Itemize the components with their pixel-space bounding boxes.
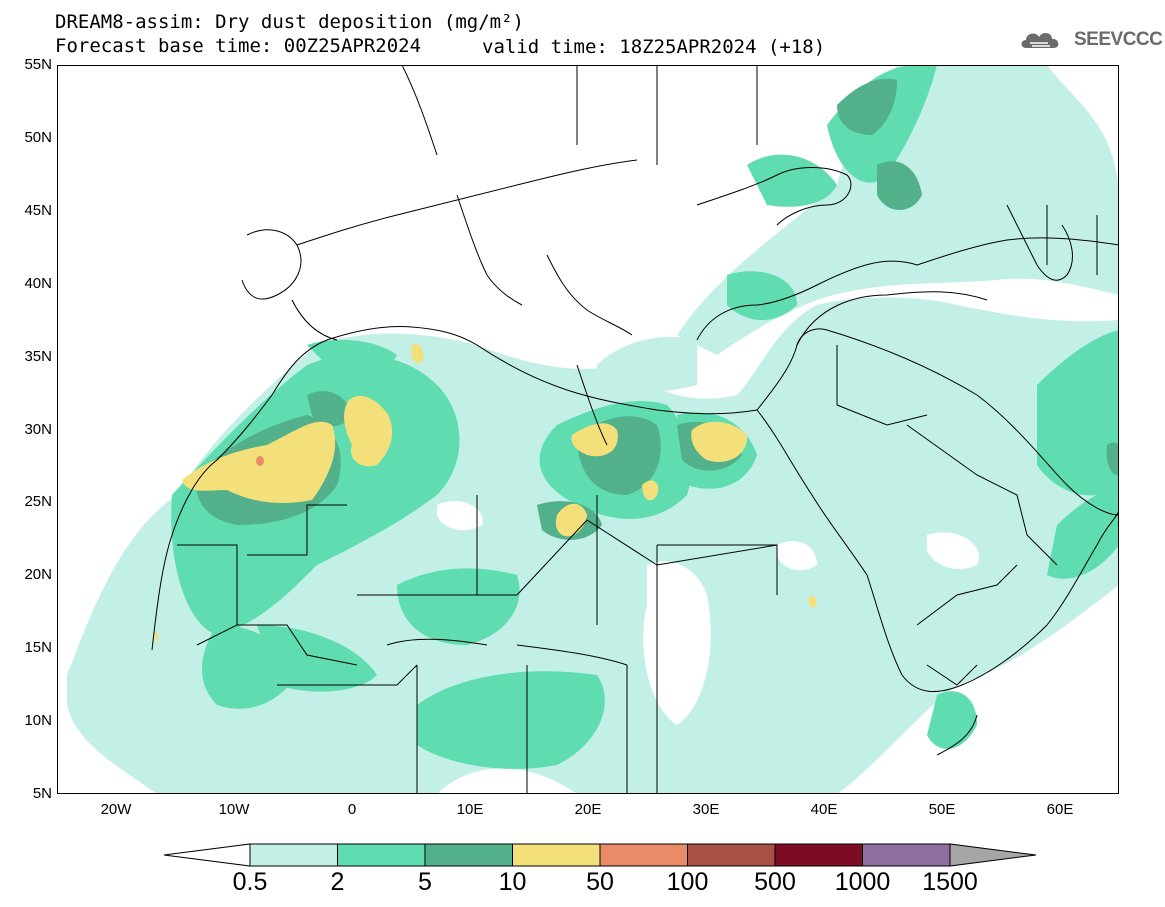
map-title: DREAM8-assim: Dry dust deposition (mg/m²… — [55, 11, 524, 33]
lat-tick-label: 10N — [24, 712, 52, 730]
lon-tick-label: 0 — [347, 801, 357, 818]
colorbar-bin — [249, 843, 338, 867]
lon-tick-label: 30E — [692, 801, 720, 818]
valid-time: valid time: 18Z25APR2024 (+18) — [482, 36, 826, 58]
lat-tick-label: 25N — [24, 493, 52, 511]
colorbar-bin — [599, 843, 688, 867]
colorbar-level-label: 1000 — [834, 868, 891, 896]
lat-tick-label: 30N — [24, 420, 52, 438]
deposition-level-50-100 — [256, 456, 264, 466]
lat-tick-label: 20N — [24, 566, 52, 584]
colorbar-level-label: 5 — [418, 868, 432, 896]
seevccc-logo: SEEVCCC — [1018, 28, 1163, 52]
map-canvas — [67, 65, 1119, 794]
colorbar-level-label: 50 — [586, 868, 614, 896]
lat-tick-label: 15N — [24, 639, 52, 657]
coastlines-borders — [151, 65, 1119, 794]
lat-tick-label: 5N — [32, 785, 52, 802]
lon-tick-label: 20W — [100, 801, 132, 818]
colorbar-bin — [774, 843, 863, 867]
colorbar-level-label: 0.5 — [232, 868, 268, 896]
lon-tick-label: 20E — [574, 801, 602, 818]
lat-tick-label: 50N — [24, 128, 52, 146]
colorbar-bin — [687, 843, 776, 867]
colorbar-level-label: 100 — [666, 868, 709, 896]
lon-tick-label: 60E — [1046, 801, 1074, 818]
colorbar-bin — [512, 843, 601, 867]
forecast-base-time: Forecast base time: 00Z25APR2024 — [55, 35, 422, 57]
lat-tick-label: 40N — [24, 274, 52, 292]
logo-text: SEEVCCC — [1074, 29, 1163, 50]
colorbar-level-label: 500 — [754, 868, 796, 896]
colorbar-above-triangle — [949, 843, 1037, 867]
lon-tick-label: 50E — [928, 801, 956, 818]
lon-tick-label: 10E — [456, 801, 484, 818]
colorbar — [163, 843, 1037, 867]
colorbar-below-triangle — [163, 843, 251, 867]
dust-deposition-map — [57, 65, 1119, 794]
lat-tick-label: 45N — [24, 201, 52, 219]
lon-tick-label: 10W — [218, 801, 250, 818]
colorbar-level-label: 10 — [498, 868, 527, 896]
colorbar-level-label: 1500 — [922, 868, 978, 896]
cloud-icon — [1021, 33, 1059, 48]
lat-tick-label: 35N — [24, 347, 52, 365]
colorbar-bin — [862, 843, 951, 867]
colorbar-bin — [424, 843, 513, 867]
lat-tick-label: 55N — [24, 56, 52, 73]
colorbar-level-label: 2 — [330, 868, 345, 896]
lon-tick-label: 40E — [810, 801, 838, 818]
colorbar-bin — [337, 843, 426, 867]
